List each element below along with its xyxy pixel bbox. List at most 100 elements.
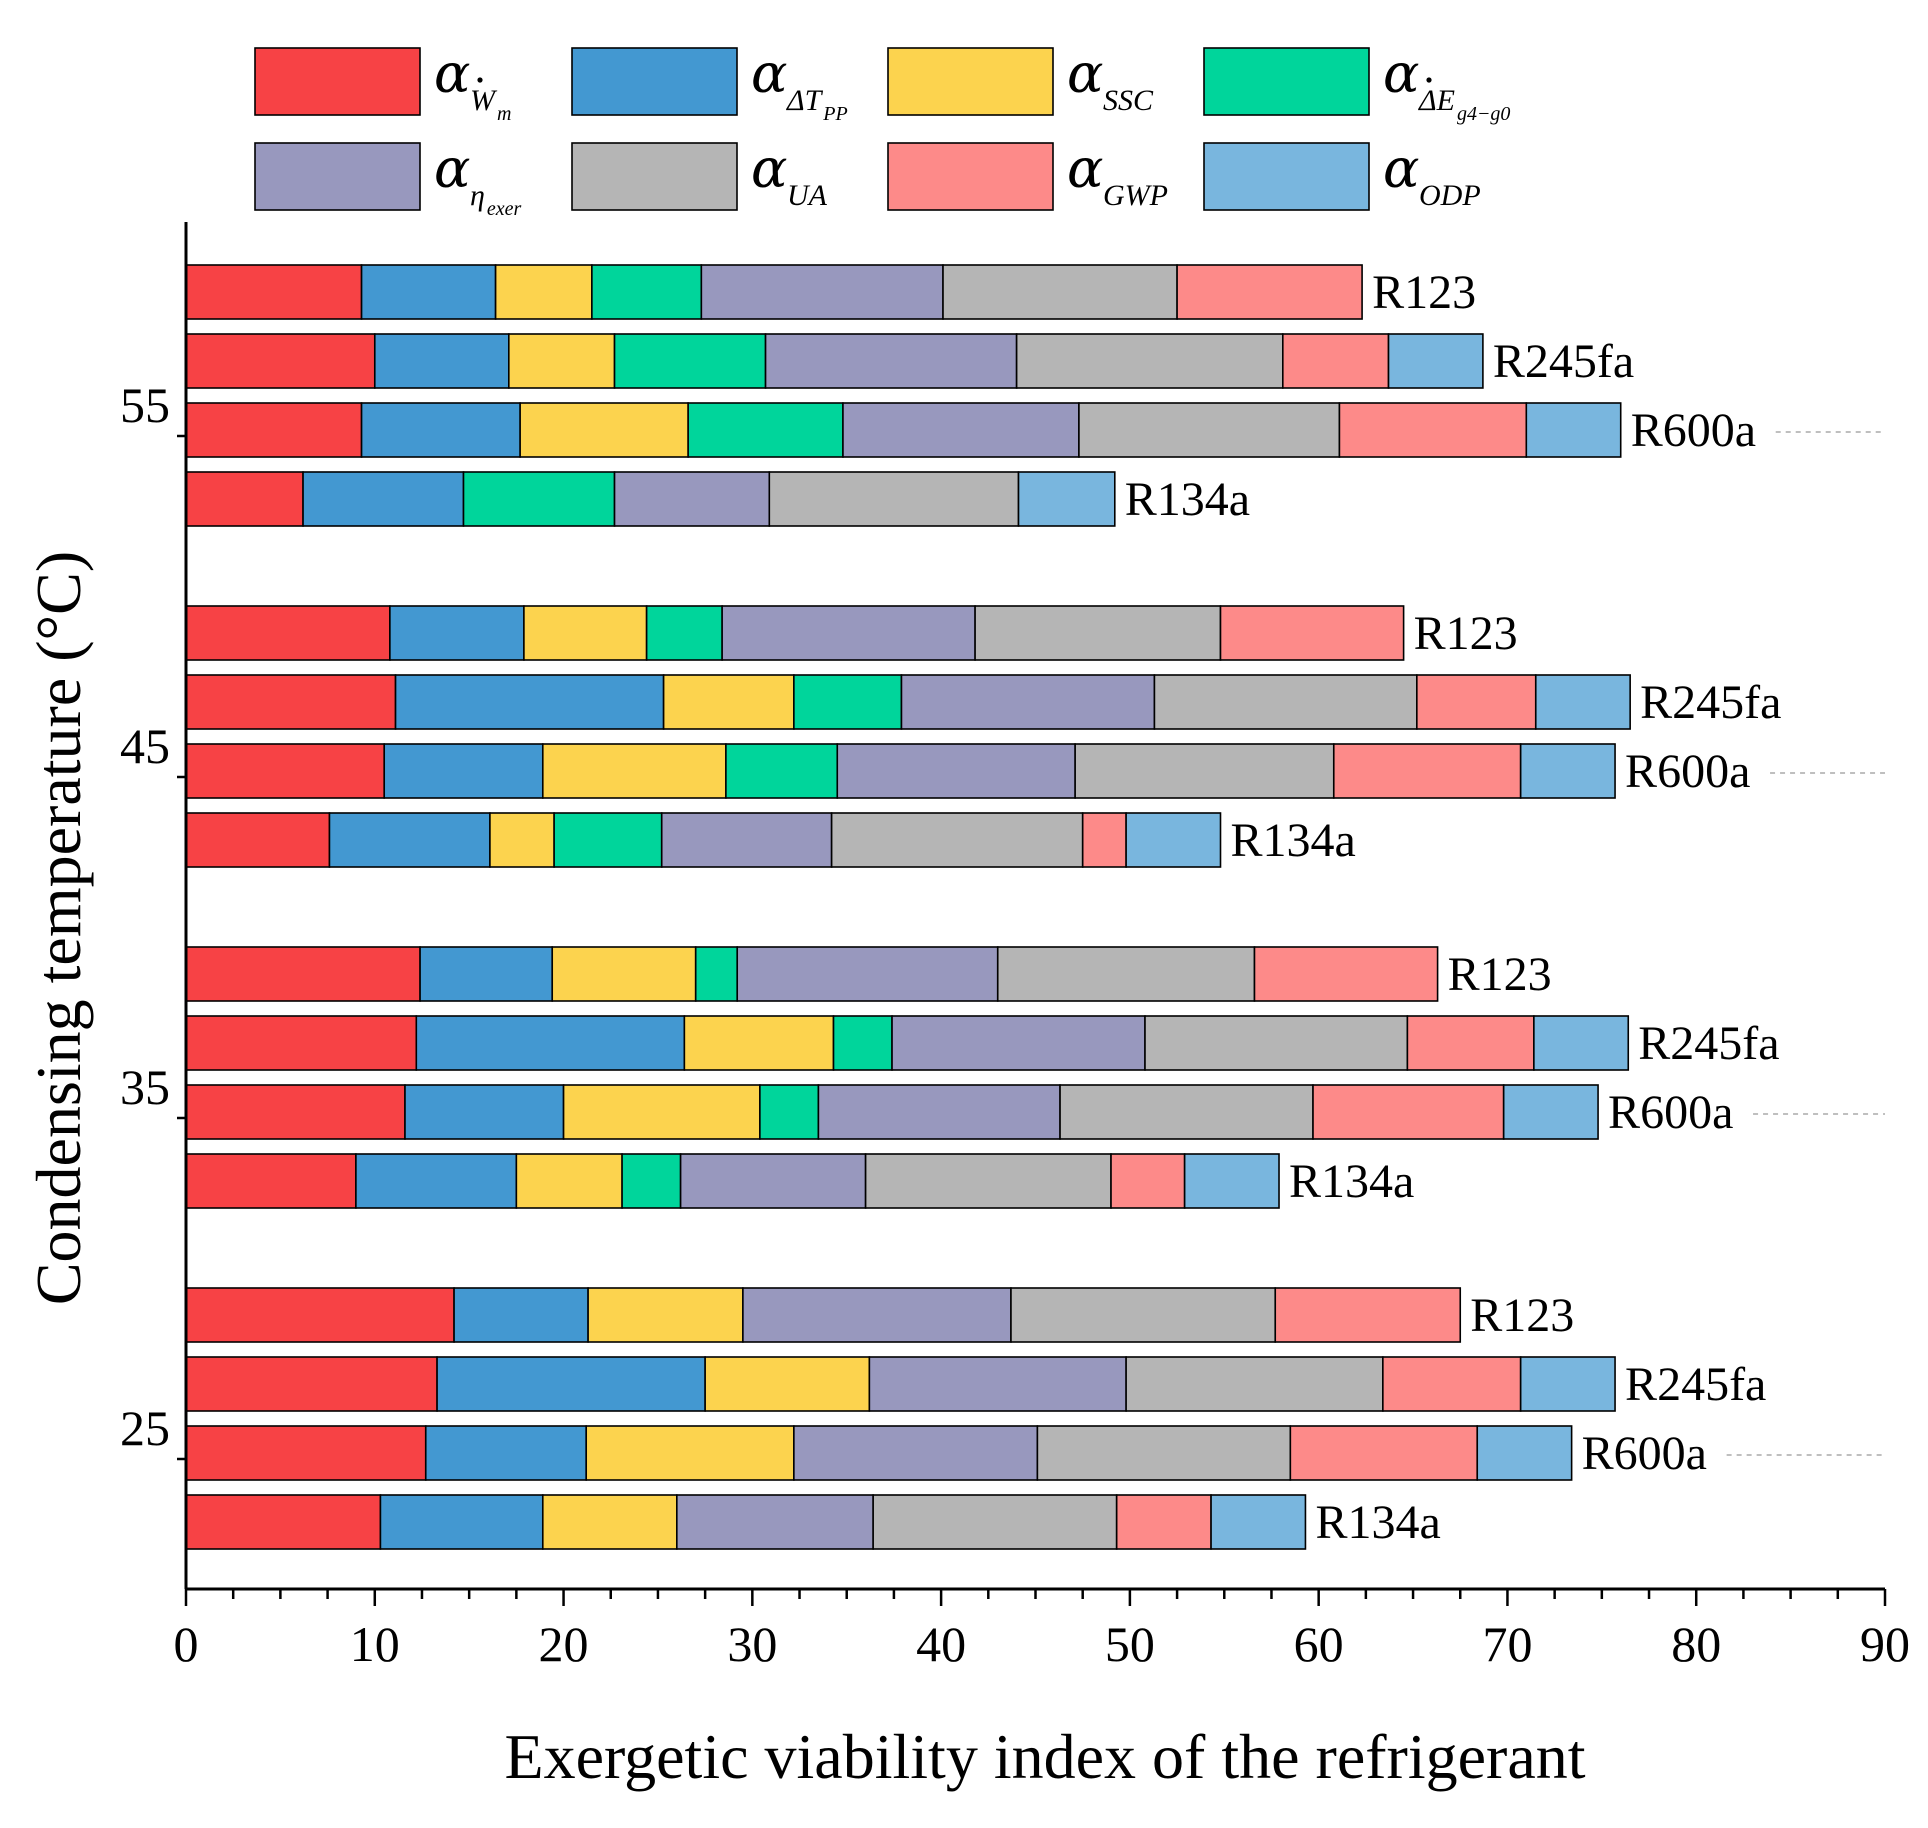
bar-label-R600a-45: R600a — [1625, 745, 1750, 798]
bar-segment-dTpp-R123-55 — [360, 264, 497, 320]
bar-label-R123-35: R123 — [1448, 948, 1552, 1001]
bar-segment-SSC-R600a-55 — [519, 402, 689, 458]
bar-segment-Wm-R134a-25 — [185, 1494, 382, 1550]
bar-segment-Wm-R134a-55 — [185, 471, 304, 527]
bar-segment-dEg4g0-R245fa-45 — [793, 674, 903, 730]
bar-segment-dTpp-R245fa-35 — [415, 1015, 686, 1071]
legend-subsubscript-dTpp: PP — [822, 103, 847, 125]
bar-segment-Wm-R134a-35 — [185, 1153, 357, 1209]
bar-segment-Wm-R600a-35 — [185, 1084, 406, 1140]
bar-segment-Wm-R134a-45 — [185, 812, 331, 868]
bar-segment-ODP-R245fa-35 — [1533, 1015, 1630, 1071]
bar-segment-dEg4g0-R123-35 — [694, 946, 739, 1002]
legend-item-SSC: α SSC — [887, 42, 1154, 117]
bar-segment-Wm-R600a-55 — [185, 402, 363, 458]
bar-segment-Wm-R245fa-25 — [185, 1356, 438, 1412]
legend-symbol-ODP: α — [1383, 137, 1419, 200]
bar-label-R245fa-25: R245fa — [1625, 1358, 1766, 1411]
bar-segment-eta_exer-R123-45 — [721, 605, 976, 661]
bar-segment-dEg4g0-R134a-55 — [462, 471, 616, 527]
bar-segment-dTpp-R134a-35 — [355, 1153, 518, 1209]
legend-symbol-eta_exer: α — [434, 137, 470, 200]
bar-segment-ODP-R134a-25 — [1210, 1494, 1307, 1550]
legend-item-UA: α UA — [571, 137, 828, 212]
bar-segment-Wm-R245fa-35 — [185, 1015, 418, 1071]
bar-segment-UA-R600a-25 — [1036, 1425, 1292, 1481]
bar-segment-UA-R134a-45 — [830, 812, 1084, 868]
bar-segment-ODP-R134a-35 — [1183, 1153, 1280, 1209]
bar-segment-eta_exer-R600a-25 — [793, 1425, 1039, 1481]
bar-segment-dTpp-R245fa-25 — [436, 1356, 706, 1412]
bar-label-R123-25: R123 — [1470, 1289, 1574, 1342]
bar-segment-eta_exer-R123-55 — [700, 264, 944, 320]
bar-label-R134a-25: R134a — [1315, 1496, 1440, 1549]
bar-segment-UA-R245fa-55 — [1015, 333, 1284, 389]
bar-segment-dEg4g0-R134a-35 — [621, 1153, 682, 1209]
legend-dot-dEg4g0 — [1426, 77, 1432, 83]
bar-label-R134a-55: R134a — [1125, 473, 1250, 526]
bar-segment-dTpp-R600a-55 — [360, 402, 521, 458]
bar-label-R123-45: R123 — [1414, 607, 1518, 660]
bar-segment-eta_exer-R600a-35 — [817, 1084, 1061, 1140]
legend-subscript-eta_exer: η — [470, 179, 485, 212]
legend-swatch-eta_exer — [254, 142, 421, 211]
bar-segment-GWP-R123-35 — [1253, 946, 1439, 1002]
bar-segment-UA-R600a-45 — [1074, 743, 1335, 799]
x-tick-label-20: 20 — [539, 1616, 589, 1672]
bar-segment-dEg4g0-R600a-35 — [759, 1084, 820, 1140]
bar-segment-ODP-R134a-55 — [1017, 471, 1116, 527]
x-tick-label-90: 90 — [1860, 1616, 1910, 1672]
legend-symbol-UA: α — [751, 137, 787, 200]
bar-label-R123-55: R123 — [1372, 266, 1476, 319]
x-tick-label-80: 80 — [1671, 1616, 1721, 1672]
bar-segment-Wm-R123-25 — [185, 1287, 455, 1343]
bar-segment-UA-R123-25 — [1010, 1287, 1277, 1343]
bar-segment-ODP-R600a-45 — [1519, 743, 1616, 799]
bar-segment-Wm-R600a-45 — [185, 743, 386, 799]
bar-segment-dEg4g0-R600a-55 — [687, 402, 844, 458]
bar-segment-GWP-R245fa-45 — [1416, 674, 1537, 730]
legend-symbol-GWP: α — [1067, 137, 1103, 200]
bar-label-R600a-55: R600a — [1631, 404, 1756, 457]
bar-segment-UA-R123-35 — [996, 946, 1256, 1002]
bar-segment-dEg4g0-R245fa-55 — [613, 333, 767, 389]
bar-segment-eta_exer-R123-35 — [736, 946, 999, 1002]
legend-symbol-Wm: α — [434, 42, 470, 105]
bars-area: R123 R245fa R600a R134a R123 R245fa R600a R134a… — [185, 264, 1885, 1550]
x-tick-label-60: 60 — [1294, 1616, 1344, 1672]
legend-swatch-dEg4g0 — [1203, 47, 1370, 116]
bar-segment-SSC-R245fa-25 — [704, 1356, 871, 1412]
bar-segment-UA-R123-55 — [942, 264, 1178, 320]
bar-segment-UA-R134a-55 — [768, 471, 1020, 527]
bar-label-R600a-35: R600a — [1608, 1086, 1733, 1139]
legend-subsubscript-eta_exer: exer — [487, 198, 522, 220]
bar-segment-eta_exer-R134a-55 — [613, 471, 771, 527]
y-axis-title: Condensing temperature (°C) — [23, 551, 94, 1305]
legend-subsubscript-Wm: m — [497, 103, 511, 125]
bar-segment-Wm-R245fa-45 — [185, 674, 397, 730]
bar-segment-SSC-R123-45 — [523, 605, 648, 661]
x-axis-title: Exergetic viability index of the refrige… — [504, 1721, 1585, 1792]
bar-segment-UA-R134a-25 — [872, 1494, 1118, 1550]
bar-segment-ODP-R134a-45 — [1125, 812, 1222, 868]
bar-segment-dTpp-R600a-25 — [424, 1425, 588, 1481]
bar-segment-eta_exer-R123-25 — [742, 1287, 1012, 1343]
legend-symbol-SSC: α — [1067, 42, 1103, 105]
bar-segment-dTpp-R245fa-45 — [394, 674, 665, 730]
legend-swatch-Wm — [254, 47, 421, 116]
bar-segment-GWP-R600a-55 — [1338, 402, 1528, 458]
y-tick-label-45: 45 — [120, 718, 170, 774]
bar-segment-SSC-R245fa-35 — [683, 1015, 835, 1071]
bar-segment-ODP-R600a-55 — [1525, 402, 1622, 458]
legend-item-dEg4g0: α ΔE g4−g0 — [1203, 42, 1510, 125]
bar-segment-ODP-R600a-35 — [1502, 1084, 1599, 1140]
legend-dot-Wm — [477, 77, 483, 83]
bar-segment-dTpp-R134a-55 — [302, 471, 465, 527]
legend-symbol-dEg4g0: α — [1383, 42, 1419, 105]
legend-subscript-Wm: W — [470, 84, 498, 117]
legend-swatch-GWP — [887, 142, 1054, 211]
bar-segment-Wm-R600a-25 — [185, 1425, 427, 1481]
bar-segment-eta_exer-R600a-55 — [842, 402, 1080, 458]
bar-segment-SSC-R245fa-55 — [508, 333, 616, 389]
